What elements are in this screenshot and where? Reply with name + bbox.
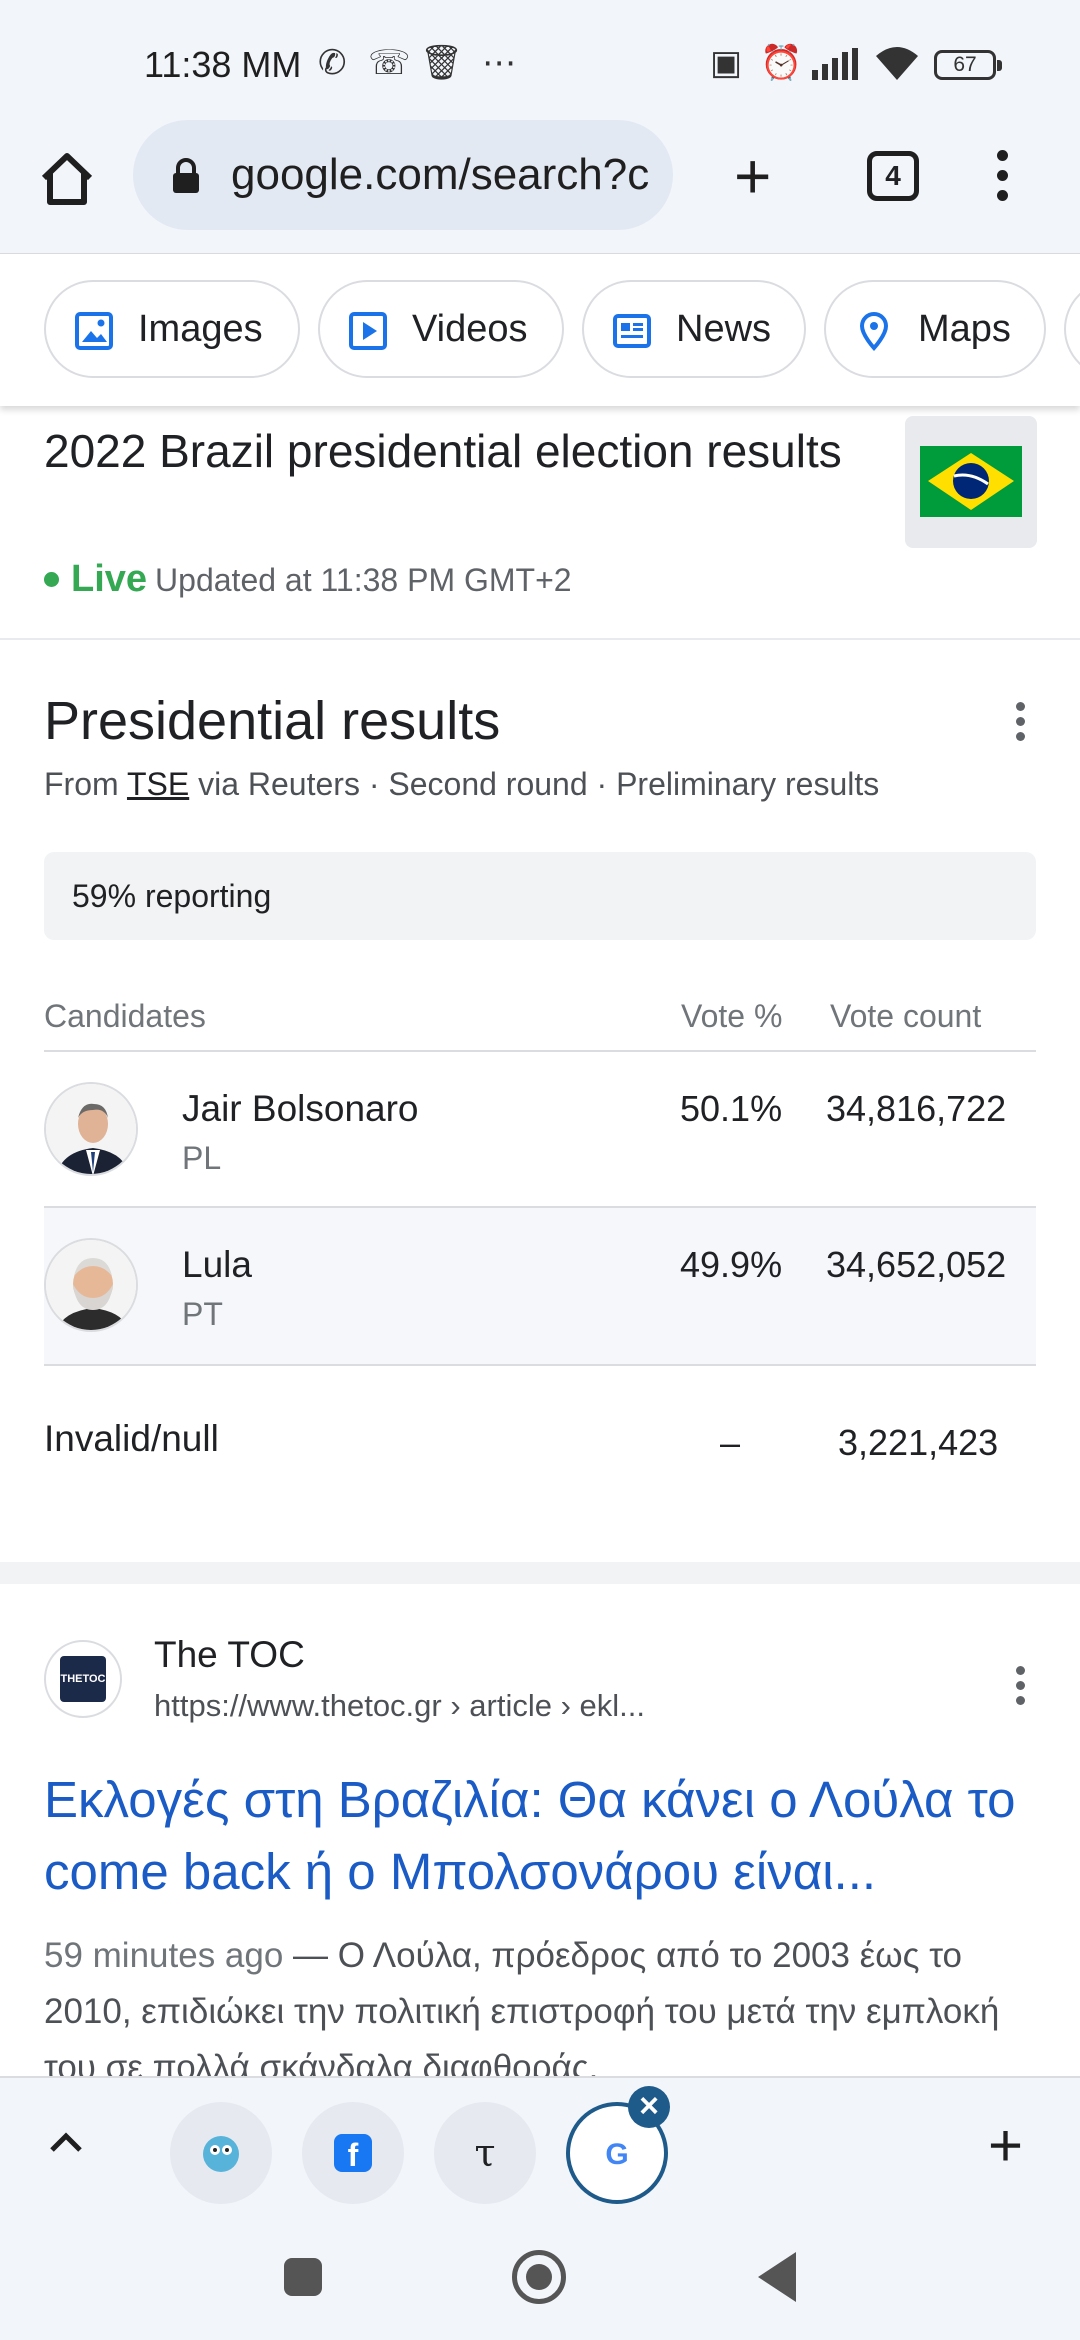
candidate-vote-count: 34,652,052: [826, 1244, 1007, 1285]
status-time: 11:38 MM: [144, 44, 302, 85]
candidate-row-bolsonaro[interactable]: Jair Bolsonaro PL 50.1% 34,816,722: [44, 1052, 1036, 1208]
candidate-row-lula[interactable]: Lula PT 49.9% 34,652,052: [44, 1208, 1036, 1364]
battery-icon: 67: [934, 50, 1002, 80]
trash-icon: 🗑: [420, 44, 464, 82]
candidate-party: PL: [182, 1140, 222, 1176]
home-icon[interactable]: [38, 150, 96, 208]
address-bar[interactable]: google.com/search?c: [133, 120, 673, 230]
maps-icon: [859, 311, 889, 351]
updated-time: Updated at 11:38 PM GMT+2: [155, 562, 572, 598]
nfc-icon: ▣: [710, 44, 743, 82]
invalid-votes-count: 3,221,423: [838, 1422, 999, 1463]
alarm-icon: ⏰: [760, 44, 803, 82]
thetoc-tab-icon[interactable]: τ: [434, 2102, 536, 2204]
browser-menu-icon[interactable]: [990, 150, 1014, 210]
close-tab-icon[interactable]: ×: [628, 2086, 670, 2128]
thetoc-logo: THETOC: [60, 1656, 106, 1702]
column-header-vote-count: Vote count: [830, 998, 982, 1034]
chip-label: Images: [138, 308, 263, 350]
chip-label: Videos: [412, 308, 528, 350]
chip-videos[interactable]: Videos: [318, 280, 564, 378]
candidate-vote-pct: 49.9%: [680, 1244, 783, 1285]
recents-button[interactable]: [284, 2258, 322, 2296]
candidate-vote-pct: 50.1%: [680, 1088, 783, 1129]
browser-toolbar: google.com/search?c + 4: [0, 120, 1080, 254]
live-label: Live: [71, 558, 148, 600]
section-separator: [0, 1562, 1080, 1584]
new-tab-button[interactable]: +: [734, 140, 772, 212]
system-nav-bar: [0, 2210, 1080, 2340]
url-text[interactable]: google.com/search?c: [231, 150, 650, 199]
source-prefix: From: [44, 766, 119, 802]
site-favicon[interactable]: THETOC: [44, 1640, 122, 1718]
column-header-vote-pct: Vote %: [681, 998, 783, 1034]
result-snippet-text: — Ο Λούλα, πρόεδρος από το 2003 έως το 2…: [44, 1936, 1000, 2076]
wifi-icon: [876, 47, 918, 80]
live-status: Live Updated at 11:38 PM GMT+2: [44, 558, 572, 601]
divider: [0, 638, 1080, 640]
result-snippet: 59 minutes ago — Ο Λούλα, πρόεδρος από τ…: [44, 1928, 1044, 2076]
candidate-avatar: [44, 1082, 138, 1176]
chip-label: News: [676, 308, 772, 350]
missed-call-icon: ☏: [368, 44, 411, 82]
result-menu-icon[interactable]: [1013, 1666, 1027, 1711]
live-dot-icon: [44, 572, 59, 588]
invalid-votes-pct: –: [720, 1422, 741, 1463]
result-site-name[interactable]: The TOC: [154, 1634, 305, 1675]
reporting-banner: 59% reporting: [44, 852, 1036, 940]
chip-maps[interactable]: Maps: [824, 280, 1046, 378]
images-icon: [75, 312, 113, 350]
status-bar: 11:38 MM ✆ ☏ 🗑 ⋯ ▣ ⏰ 67: [0, 0, 1080, 120]
facebook-tab-icon[interactable]: f: [302, 2102, 404, 2204]
chip-more[interactable]: [1064, 280, 1080, 378]
candidate-vote-count: 34,816,722: [826, 1088, 1007, 1129]
tab-switcher-button[interactable]: 4: [867, 151, 919, 201]
candidate-name: Lula: [182, 1244, 252, 1285]
brazil-flag-icon: [905, 416, 1037, 548]
home-button[interactable]: [512, 2250, 566, 2304]
result-time: 59 minutes ago: [44, 1936, 284, 1975]
divider: [44, 1364, 1036, 1366]
divider: [44, 1206, 1036, 1208]
chip-images[interactable]: Images: [44, 280, 300, 378]
google-glyph: G: [605, 2138, 628, 2171]
facebook-glyph: f: [348, 2137, 359, 2173]
tab-strip: f τ G +: [0, 2076, 1080, 2210]
viber-icon: ✆: [318, 44, 347, 82]
new-tab-plus-button[interactable]: +: [988, 2112, 1024, 2179]
chip-news[interactable]: News: [582, 280, 806, 378]
source-details: via Reuters · Second round · Preliminary…: [198, 766, 880, 802]
lock-icon: [173, 158, 199, 193]
invalid-votes-label: Invalid/null: [44, 1418, 219, 1459]
more-notifications-icon: ⋯: [482, 44, 516, 82]
results-heading: Presidential results: [44, 691, 501, 751]
back-button[interactable]: [758, 2252, 796, 2302]
results-source: From TSE via Reuters · Second round · Pr…: [44, 766, 879, 803]
news-icon: [613, 314, 651, 348]
candidate-name: Jair Bolsonaro: [182, 1088, 419, 1129]
divider: [44, 1050, 1036, 1052]
result-title-link[interactable]: Εκλογές στη Βραζιλία: Θα κάνει ο Λούλα τ…: [44, 1771, 1016, 1900]
videos-icon: [349, 312, 387, 350]
candidate-avatar: [44, 1238, 138, 1332]
source-link-tse[interactable]: TSE: [126, 766, 190, 802]
column-header-candidates: Candidates: [44, 998, 206, 1034]
chevron-up-icon[interactable]: [46, 2122, 86, 2162]
chip-label: Maps: [918, 308, 1011, 350]
result-url[interactable]: https://www.thetoc.gr › article › ekl...: [154, 1688, 645, 1723]
candidate-party: PT: [182, 1296, 223, 1332]
app-tab-icon[interactable]: [170, 2102, 272, 2204]
search-filter-chips: Images Videos News Maps: [0, 254, 1080, 406]
results-menu-icon[interactable]: [1013, 702, 1027, 747]
election-title[interactable]: 2022 Brazil presidential election result…: [44, 425, 842, 477]
signal-icon: [812, 48, 858, 80]
